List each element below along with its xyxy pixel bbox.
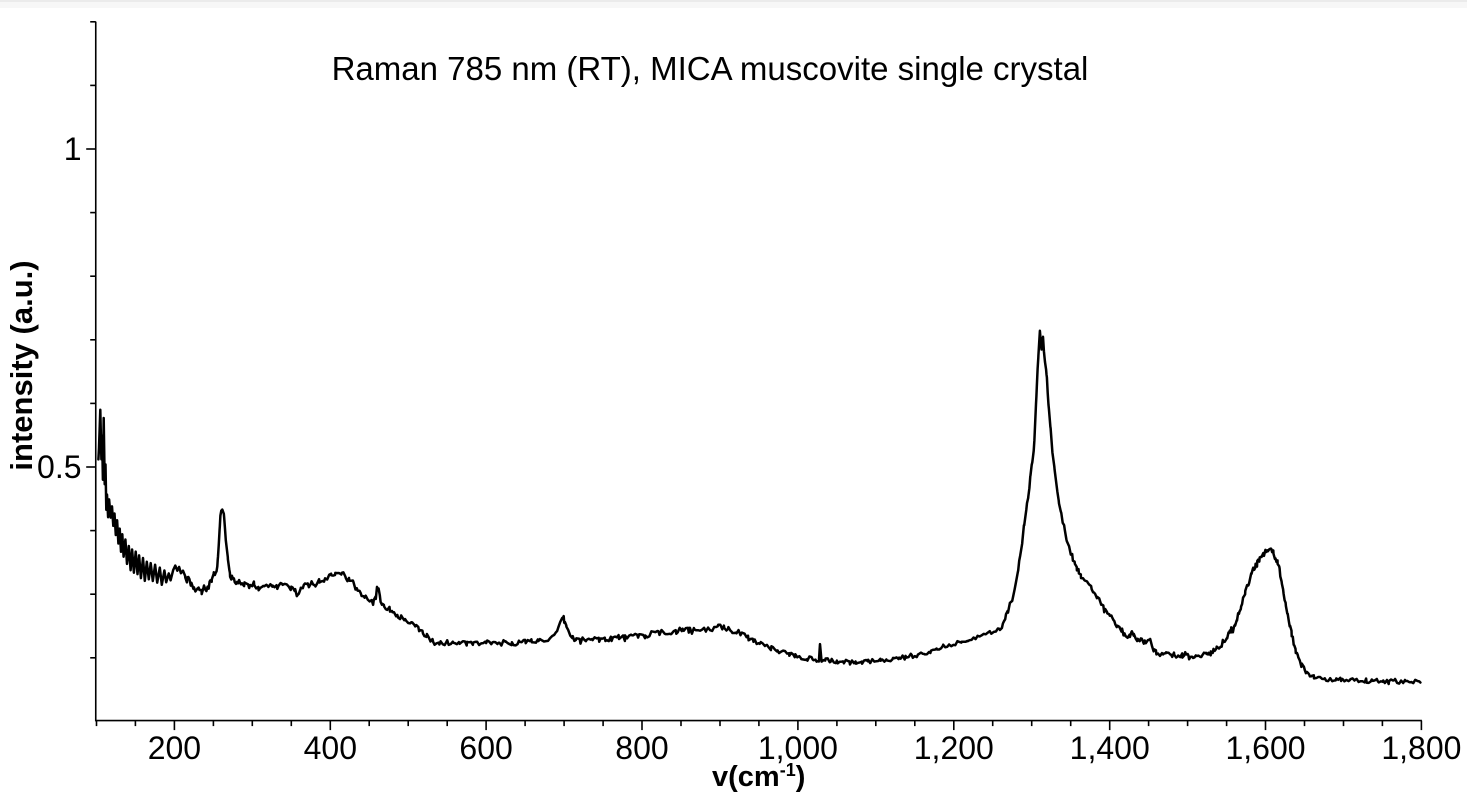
svg-text:1,200: 1,200 (914, 730, 994, 766)
svg-text:Raman 785 nm (RT), MICA muscov: Raman 785 nm (RT), MICA muscovite single… (332, 50, 1089, 87)
svg-text:1,000: 1,000 (758, 730, 838, 766)
svg-text:200: 200 (148, 730, 201, 766)
svg-text:1,600: 1,600 (1225, 730, 1305, 766)
svg-text:0.5: 0.5 (37, 449, 81, 485)
svg-text:1,800: 1,800 (1381, 730, 1461, 766)
svg-text:1,400: 1,400 (1070, 730, 1150, 766)
svg-text:intensity (a.u.): intensity (a.u.) (4, 260, 39, 470)
svg-text:1: 1 (64, 131, 82, 167)
svg-text:400: 400 (304, 730, 357, 766)
svg-text:600: 600 (459, 730, 512, 766)
svg-text:800: 800 (615, 730, 668, 766)
